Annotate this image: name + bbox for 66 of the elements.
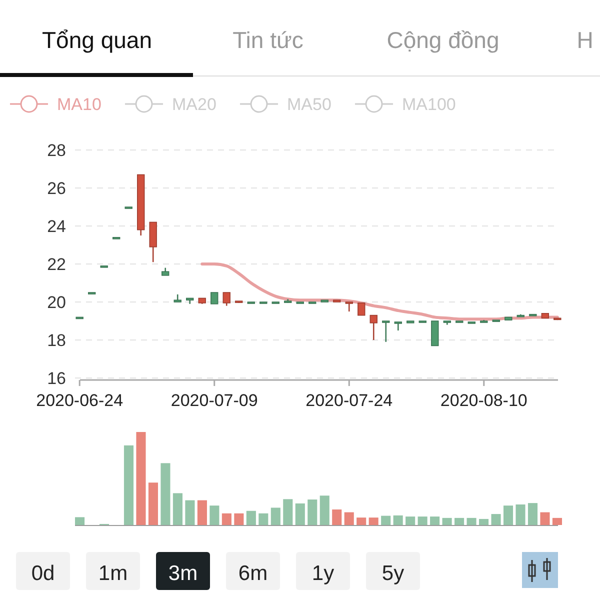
bar [308, 500, 318, 525]
bar [344, 512, 354, 525]
candlestick [345, 301, 353, 312]
y-tick-label: 26 [47, 179, 66, 198]
bar [516, 504, 526, 525]
text: 6m [238, 562, 268, 585]
text: H [576, 27, 594, 53]
text: 1y [312, 562, 335, 585]
bar [222, 513, 232, 525]
bar [430, 516, 440, 525]
x-tick-label: 2020-07-09 [170, 391, 258, 410]
bar [148, 482, 158, 525]
y-tick-label: 18 [47, 331, 66, 350]
bar [442, 518, 452, 525]
bar [393, 515, 403, 525]
x-tick-label: 2020-08-10 [440, 391, 528, 410]
bar [270, 508, 280, 525]
bar [246, 510, 256, 525]
candlestick [358, 302, 366, 316]
bar [283, 499, 293, 525]
text: Tổng quan [42, 27, 152, 53]
bar [185, 500, 195, 525]
y-tick-label: 16 [47, 369, 66, 388]
bar [466, 518, 476, 525]
text: 0d [31, 562, 55, 585]
bar [491, 514, 501, 525]
text: Cộng đồng [386, 27, 500, 53]
bar [160, 463, 170, 525]
x-tick-label: 2020-07-24 [306, 391, 393, 410]
text: 5y [382, 562, 405, 585]
bar [503, 506, 514, 525]
bar [478, 518, 489, 525]
bar [552, 518, 562, 525]
y-tick-label: 24 [47, 217, 66, 236]
bar [172, 493, 182, 525]
bar [320, 496, 330, 525]
bar [210, 506, 220, 525]
legend-label: MA10 [57, 95, 102, 114]
bar [197, 500, 207, 525]
bar [234, 513, 244, 525]
bar [528, 503, 538, 525]
candlestick [370, 314, 378, 341]
bar [124, 445, 134, 525]
bar [332, 509, 342, 525]
bar [540, 512, 550, 525]
line-series [200, 262, 559, 321]
bar [381, 516, 391, 525]
bar [136, 432, 146, 525]
bar [454, 518, 464, 525]
text: Tin tức [232, 27, 304, 53]
text: 3m [168, 562, 198, 585]
candlestick [222, 292, 230, 306]
candlestick [210, 292, 218, 304]
x-tick-label: 2020-06-24 [36, 391, 124, 410]
y-tick-label: 20 [47, 293, 66, 312]
y-tick-label: 22 [47, 255, 66, 274]
y-tick-label: 28 [47, 141, 66, 160]
bar [406, 516, 416, 525]
bar [295, 503, 305, 525]
bar [418, 516, 428, 525]
bar [75, 517, 85, 525]
bar [368, 518, 378, 525]
bar [356, 518, 366, 525]
candlestick [382, 320, 390, 343]
text: 1m [98, 562, 128, 585]
bar [258, 513, 268, 525]
